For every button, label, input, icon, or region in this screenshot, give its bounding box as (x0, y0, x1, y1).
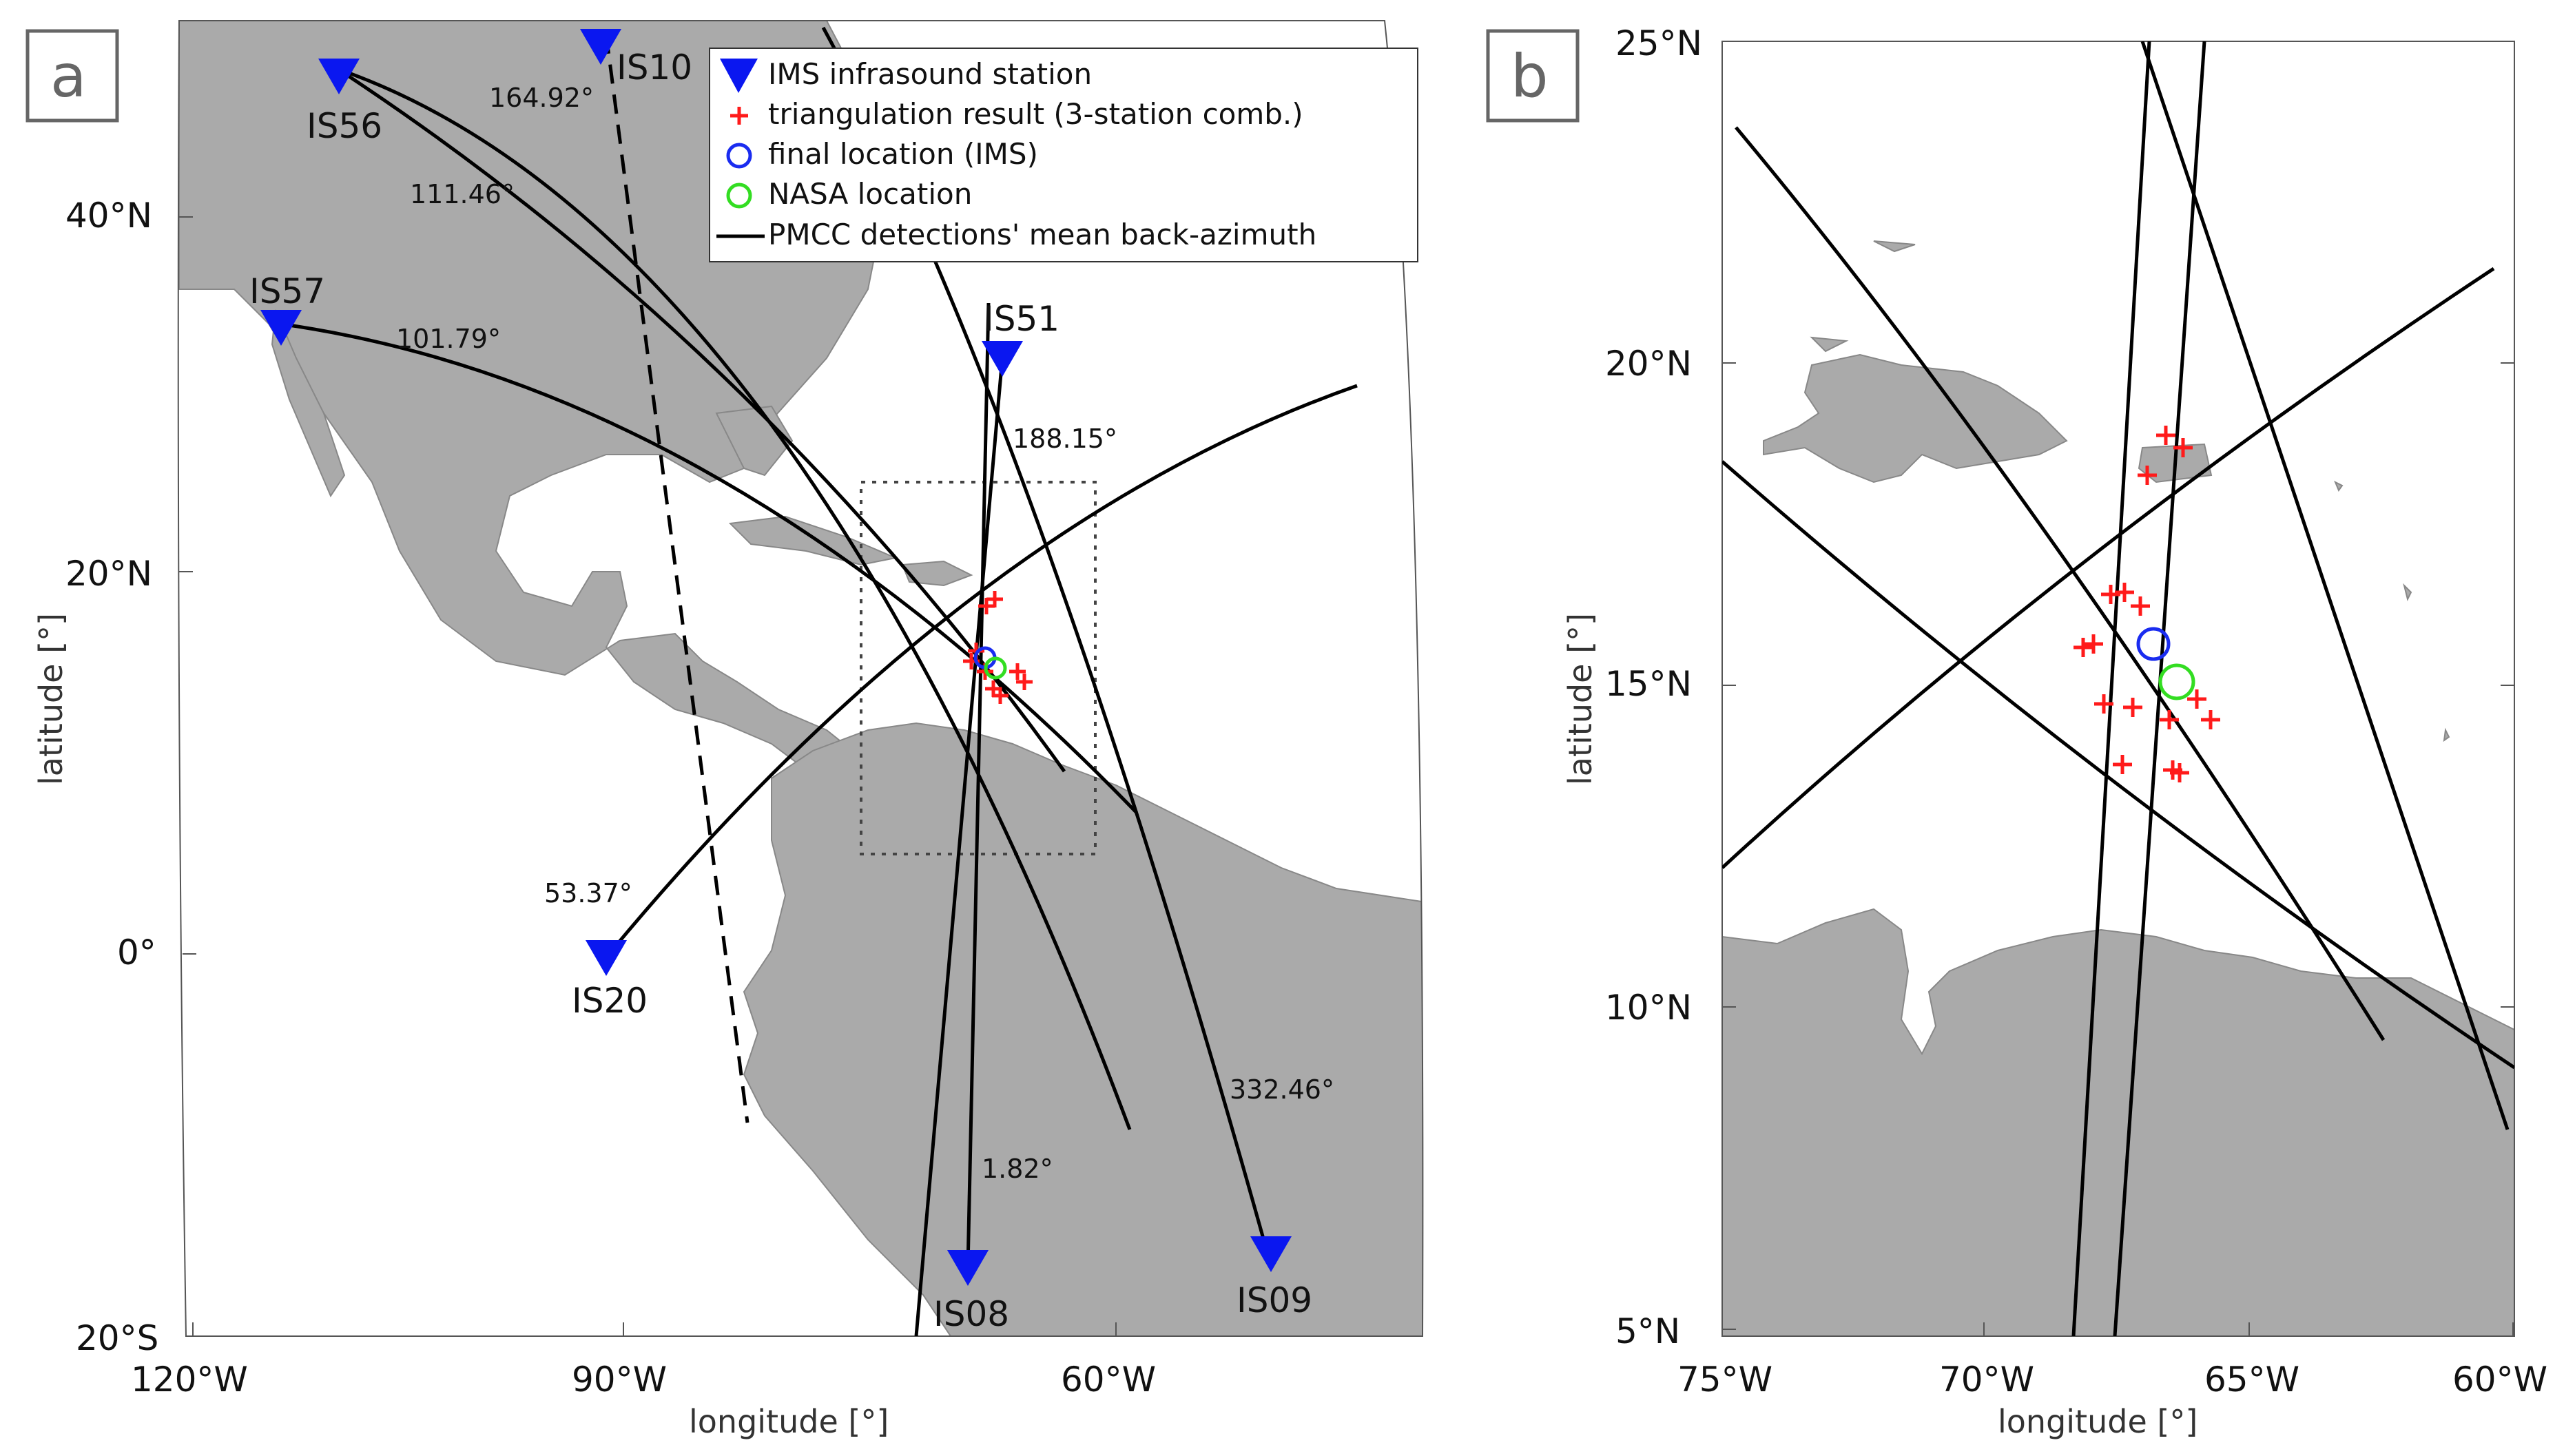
tick-lat-5n: 5°N (1615, 1311, 1680, 1351)
legend-triangulation: triangulation result (3-station comb.) (768, 97, 1303, 131)
south-america-b (1722, 908, 2514, 1336)
tick-lat-20n: 20°N (65, 554, 152, 594)
backazimuth-line-is51 (914, 357, 1004, 1336)
tick-lat-15n: 15°N (1605, 664, 1692, 704)
station-label-is20: IS20 (572, 981, 648, 1021)
backazimuth-line-is20 (605, 384, 1358, 959)
backazimuth-line-b-3 (1722, 267, 2495, 869)
panel-b-map: 25°N 20°N 15°N 10°N 5°N 75°W 70°W 65°W 6… (1486, 23, 2547, 1440)
station-label-is10: IS10 (617, 48, 692, 87)
backazimuth-line-is56-b (336, 67, 1066, 773)
zoom-region-box (860, 481, 1097, 855)
backazimuth-line-b-5 (2071, 41, 2151, 1336)
panel-b-ylabel: latitude [°] (1562, 613, 1599, 785)
tick-lon-60w: 60°W (1061, 1360, 1156, 1400)
baja-peninsula (271, 309, 346, 498)
legend: IMS infrasound station triangulation res… (709, 48, 1418, 262)
station-label-is09: IS09 (1237, 1280, 1312, 1320)
legend-final-location: final location (IMS) (768, 137, 1038, 171)
station-label-is57: IS57 (249, 271, 325, 311)
tick-lat-0: 0° (117, 933, 156, 973)
station-is20 (586, 940, 627, 976)
azimuth-label-53: 53.37° (544, 878, 632, 908)
backazimuth-line-b-6 (2113, 41, 2206, 1336)
azimuth-label-188: 188.15° (1013, 424, 1117, 454)
azimuth-label-164: 164.92° (489, 83, 594, 113)
panel-a-label-box (25, 29, 119, 123)
station-label-is51: IS51 (984, 299, 1059, 339)
panel-a-xlabel: longitude [°] (689, 1403, 889, 1440)
tick-lon-120w: 120°W (131, 1360, 248, 1400)
azimuth-label-101: 101.79° (396, 324, 501, 354)
south-america-land (743, 722, 1423, 1336)
backazimuth-line-b-4 (2140, 41, 2510, 1130)
azimuth-label-1: 1.82° (982, 1154, 1053, 1184)
tick-lon-65w: 65°W (2204, 1360, 2299, 1400)
azimuth-label-111: 111.46° (410, 179, 515, 209)
legend-backazimuth: PMCC detections' mean back-azimuth (768, 218, 1316, 251)
tick-lat-10n: 10°N (1605, 988, 1692, 1028)
nasa-location-marker-b (2158, 663, 2195, 700)
panel-b-label-box (1486, 29, 1580, 123)
panel-b-label: b (1511, 42, 1549, 111)
tick-lon-90w: 90°W (572, 1360, 667, 1400)
panel-b-frame (1721, 41, 2515, 1337)
panel-a-frame (177, 20, 1424, 1337)
panel-b-xlabel: longitude [°] (1998, 1403, 2197, 1440)
panel-a-map: IS56 IS10 IS57 IS51 IS20 IS08 IS09 164.9… (25, 20, 1424, 1440)
tick-lon-60w-b: 60°W (2452, 1360, 2547, 1400)
panel-a-label: a (50, 42, 87, 111)
station-label-is56: IS56 (307, 106, 382, 146)
azimuth-label-332: 332.46° (1230, 1074, 1334, 1105)
backazimuth-line-b-1 (1735, 126, 2386, 1041)
cuba (728, 515, 898, 566)
tick-lon-75w: 75°W (1677, 1360, 1772, 1400)
nasa-location-marker-a (984, 656, 1007, 680)
panel-a-ylabel: latitude [°] (32, 613, 70, 785)
hispaniola-b (1763, 353, 2068, 483)
tick-lon-70w: 70°W (1939, 1360, 2034, 1400)
hispaniola (901, 560, 973, 587)
backazimuth-line-is57 (278, 322, 1138, 814)
triangulation-markers-b (2074, 426, 2220, 782)
final-location-marker-b (2136, 627, 2171, 661)
legend-nasa-location: NASA location (768, 177, 972, 211)
backazimuth-line-is08 (966, 302, 991, 1268)
small-islands-b (1810, 240, 2450, 742)
tick-lat-25n: 25°N (1615, 23, 1702, 63)
tick-lat-20s: 20°S (76, 1318, 158, 1358)
tick-lat-20n-b: 20°N (1605, 344, 1692, 384)
legend-station: IMS infrasound station (768, 57, 1092, 91)
station-label-is08: IS08 (933, 1294, 1009, 1334)
reference-dashed-line (604, 34, 749, 1123)
tick-lat-40n: 40°N (65, 196, 152, 236)
backazimuth-line-b-2 (1722, 460, 2514, 1070)
